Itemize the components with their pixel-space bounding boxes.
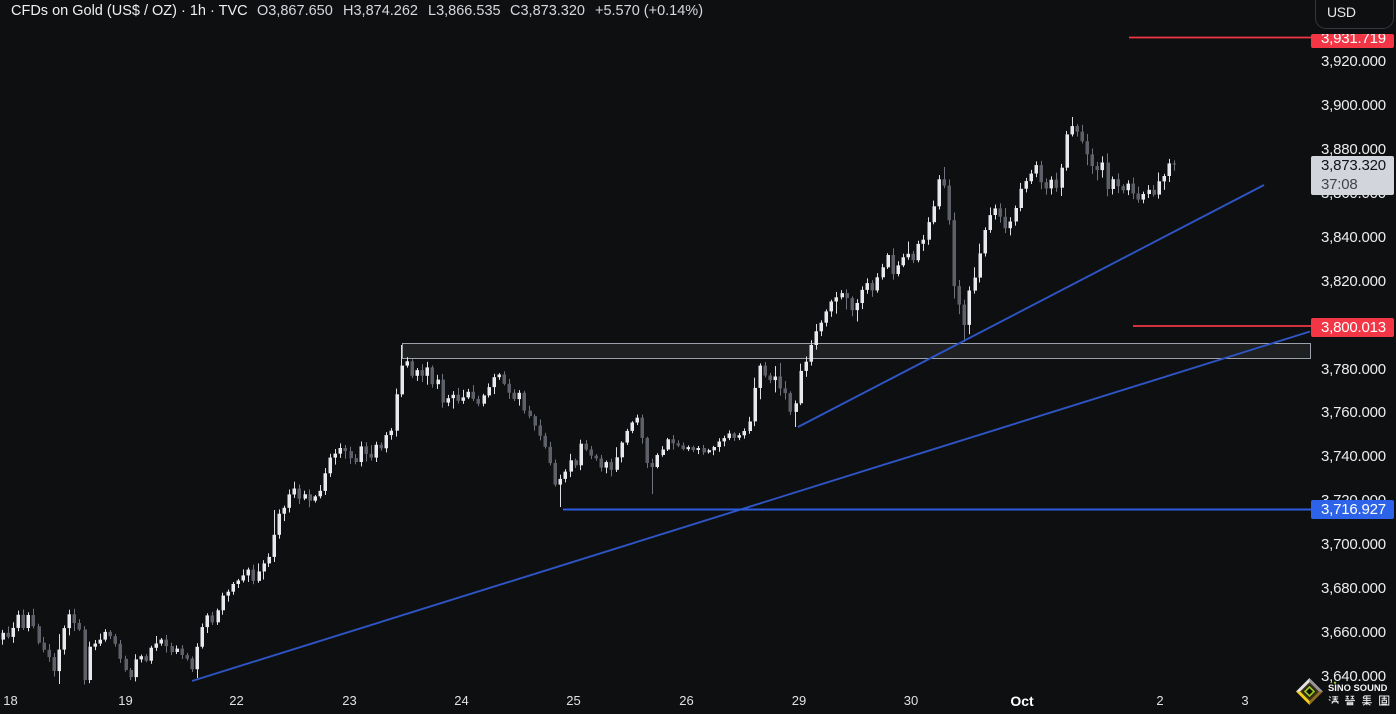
svg-text:SINO SOUND: SINO SOUND bbox=[1328, 682, 1388, 693]
